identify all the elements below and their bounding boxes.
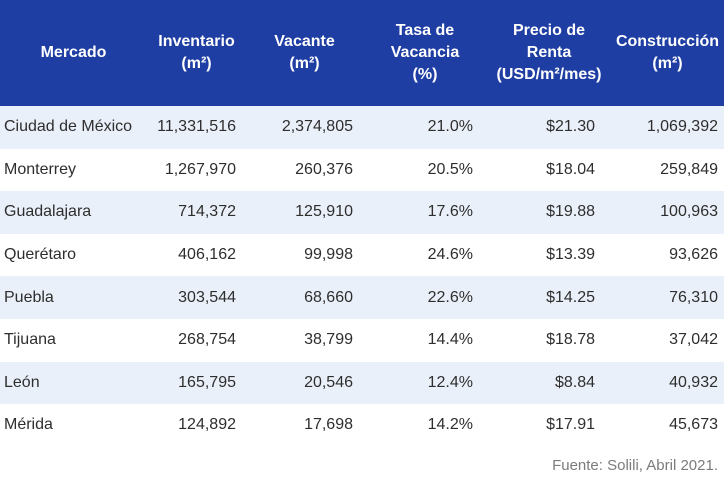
table-row: Ciudad de México 11,331,516 2,374,805 21… xyxy=(0,106,724,149)
cell-tasa-vacancia: 12.4% xyxy=(427,373,473,391)
cell-construccion: 37,042 xyxy=(669,331,718,349)
cell-construccion: 40,932 xyxy=(669,373,718,391)
cell-inventario: 124,892 xyxy=(178,416,236,434)
cell-vacante: 125,910 xyxy=(295,203,353,221)
table-row: Querétaro 406,162 99,998 24.6% $13.39 93… xyxy=(0,233,724,277)
cell-inventario: 406,162 xyxy=(178,246,236,264)
cell-vacante: 20,546 xyxy=(304,373,353,391)
table-row: Monterrey 1,267,970 260,376 20.5% $18.04… xyxy=(0,148,724,192)
cell-mercado: León xyxy=(4,373,40,391)
cell-vacante: 99,998 xyxy=(304,246,353,264)
cell-tasa-vacancia: 24.6% xyxy=(427,246,473,264)
cell-mercado: Monterrey xyxy=(4,160,77,178)
cell-mercado: Ciudad de México xyxy=(4,118,133,136)
cell-mercado: Mérida xyxy=(4,416,53,434)
cell-vacante: 68,660 xyxy=(304,288,353,306)
cell-construccion: 93,626 xyxy=(669,246,718,264)
cell-mercado: Querétaro xyxy=(4,246,77,264)
cell-inventario: 11,331,516 xyxy=(157,118,236,136)
cell-mercado: Tijuana xyxy=(4,331,56,349)
cell-mercado: Guadalajara xyxy=(4,203,92,221)
cell-inventario: 268,754 xyxy=(178,331,236,349)
cell-tasa-vacancia: 21.0% xyxy=(427,118,473,136)
header-inventario: Inventario (m²) xyxy=(158,33,235,72)
cell-tasa-vacancia: 14.2% xyxy=(427,416,473,434)
cell-construccion: 76,310 xyxy=(669,288,718,306)
cell-tasa-vacancia: 17.6% xyxy=(427,203,473,221)
cell-precio-renta: $19.88 xyxy=(546,203,595,221)
header-vacante: Vacante (m²) xyxy=(274,33,335,72)
cell-precio-renta: $21.30 xyxy=(546,118,595,136)
cell-precio-renta: $18.78 xyxy=(546,331,595,349)
cell-precio-renta: $14.25 xyxy=(546,288,595,306)
table-row: Tijuana 268,754 38,799 14.4% $18.78 37,0… xyxy=(0,318,724,362)
cell-precio-renta: $18.04 xyxy=(546,160,595,178)
cell-inventario: 303,544 xyxy=(178,288,236,306)
cell-inventario: 714,372 xyxy=(178,203,236,221)
table-row: Mérida 124,892 17,698 14.2% $17.91 45,67… xyxy=(0,404,724,447)
table-row: Guadalajara 714,372 125,910 17.6% $19.88… xyxy=(0,191,724,234)
header-mercado: Mercado xyxy=(40,44,107,61)
cell-construccion: 259,849 xyxy=(660,160,718,178)
table-header-row: Mercado Inventario (m²) Vacante (m²) Tasa … xyxy=(0,0,724,106)
header-tasa-vacancia: Tasa de Vacancia (%) xyxy=(390,22,460,83)
cell-inventario: 1,267,970 xyxy=(164,160,236,178)
cell-vacante: 38,799 xyxy=(304,331,353,349)
market-data-table: Mercado Inventario (m²) Vacante (m²) Tasa … xyxy=(0,0,724,447)
cell-construccion: 100,963 xyxy=(660,203,718,221)
cell-precio-renta: $13.39 xyxy=(546,246,595,264)
cell-vacante: 2,374,805 xyxy=(281,118,353,136)
cell-tasa-vacancia: 14.4% xyxy=(427,331,473,349)
cell-vacante: 17,698 xyxy=(304,416,353,434)
cell-construccion: 45,673 xyxy=(669,416,718,434)
cell-precio-renta: $8.84 xyxy=(554,373,595,391)
cell-mercado: Puebla xyxy=(4,288,54,306)
table-row: Puebla 303,544 68,660 22.6% $14.25 76,31… xyxy=(0,276,724,319)
cell-tasa-vacancia: 20.5% xyxy=(427,160,473,178)
source-note: Fuente: Solili, Abril 2021. xyxy=(552,457,718,474)
cell-tasa-vacancia: 22.6% xyxy=(427,288,473,306)
cell-inventario: 165,795 xyxy=(178,373,236,391)
cell-construccion: 1,069,392 xyxy=(646,118,718,136)
header-precio-renta: Precio de Renta (USD/m²/mes) xyxy=(496,22,602,83)
table-row: León 165,795 20,546 12.4% $8.84 40,932 xyxy=(0,361,724,405)
cell-precio-renta: $17.91 xyxy=(546,416,595,434)
cell-vacante: 260,376 xyxy=(295,160,353,178)
header-construccion: Construcción (m²) xyxy=(615,33,720,72)
